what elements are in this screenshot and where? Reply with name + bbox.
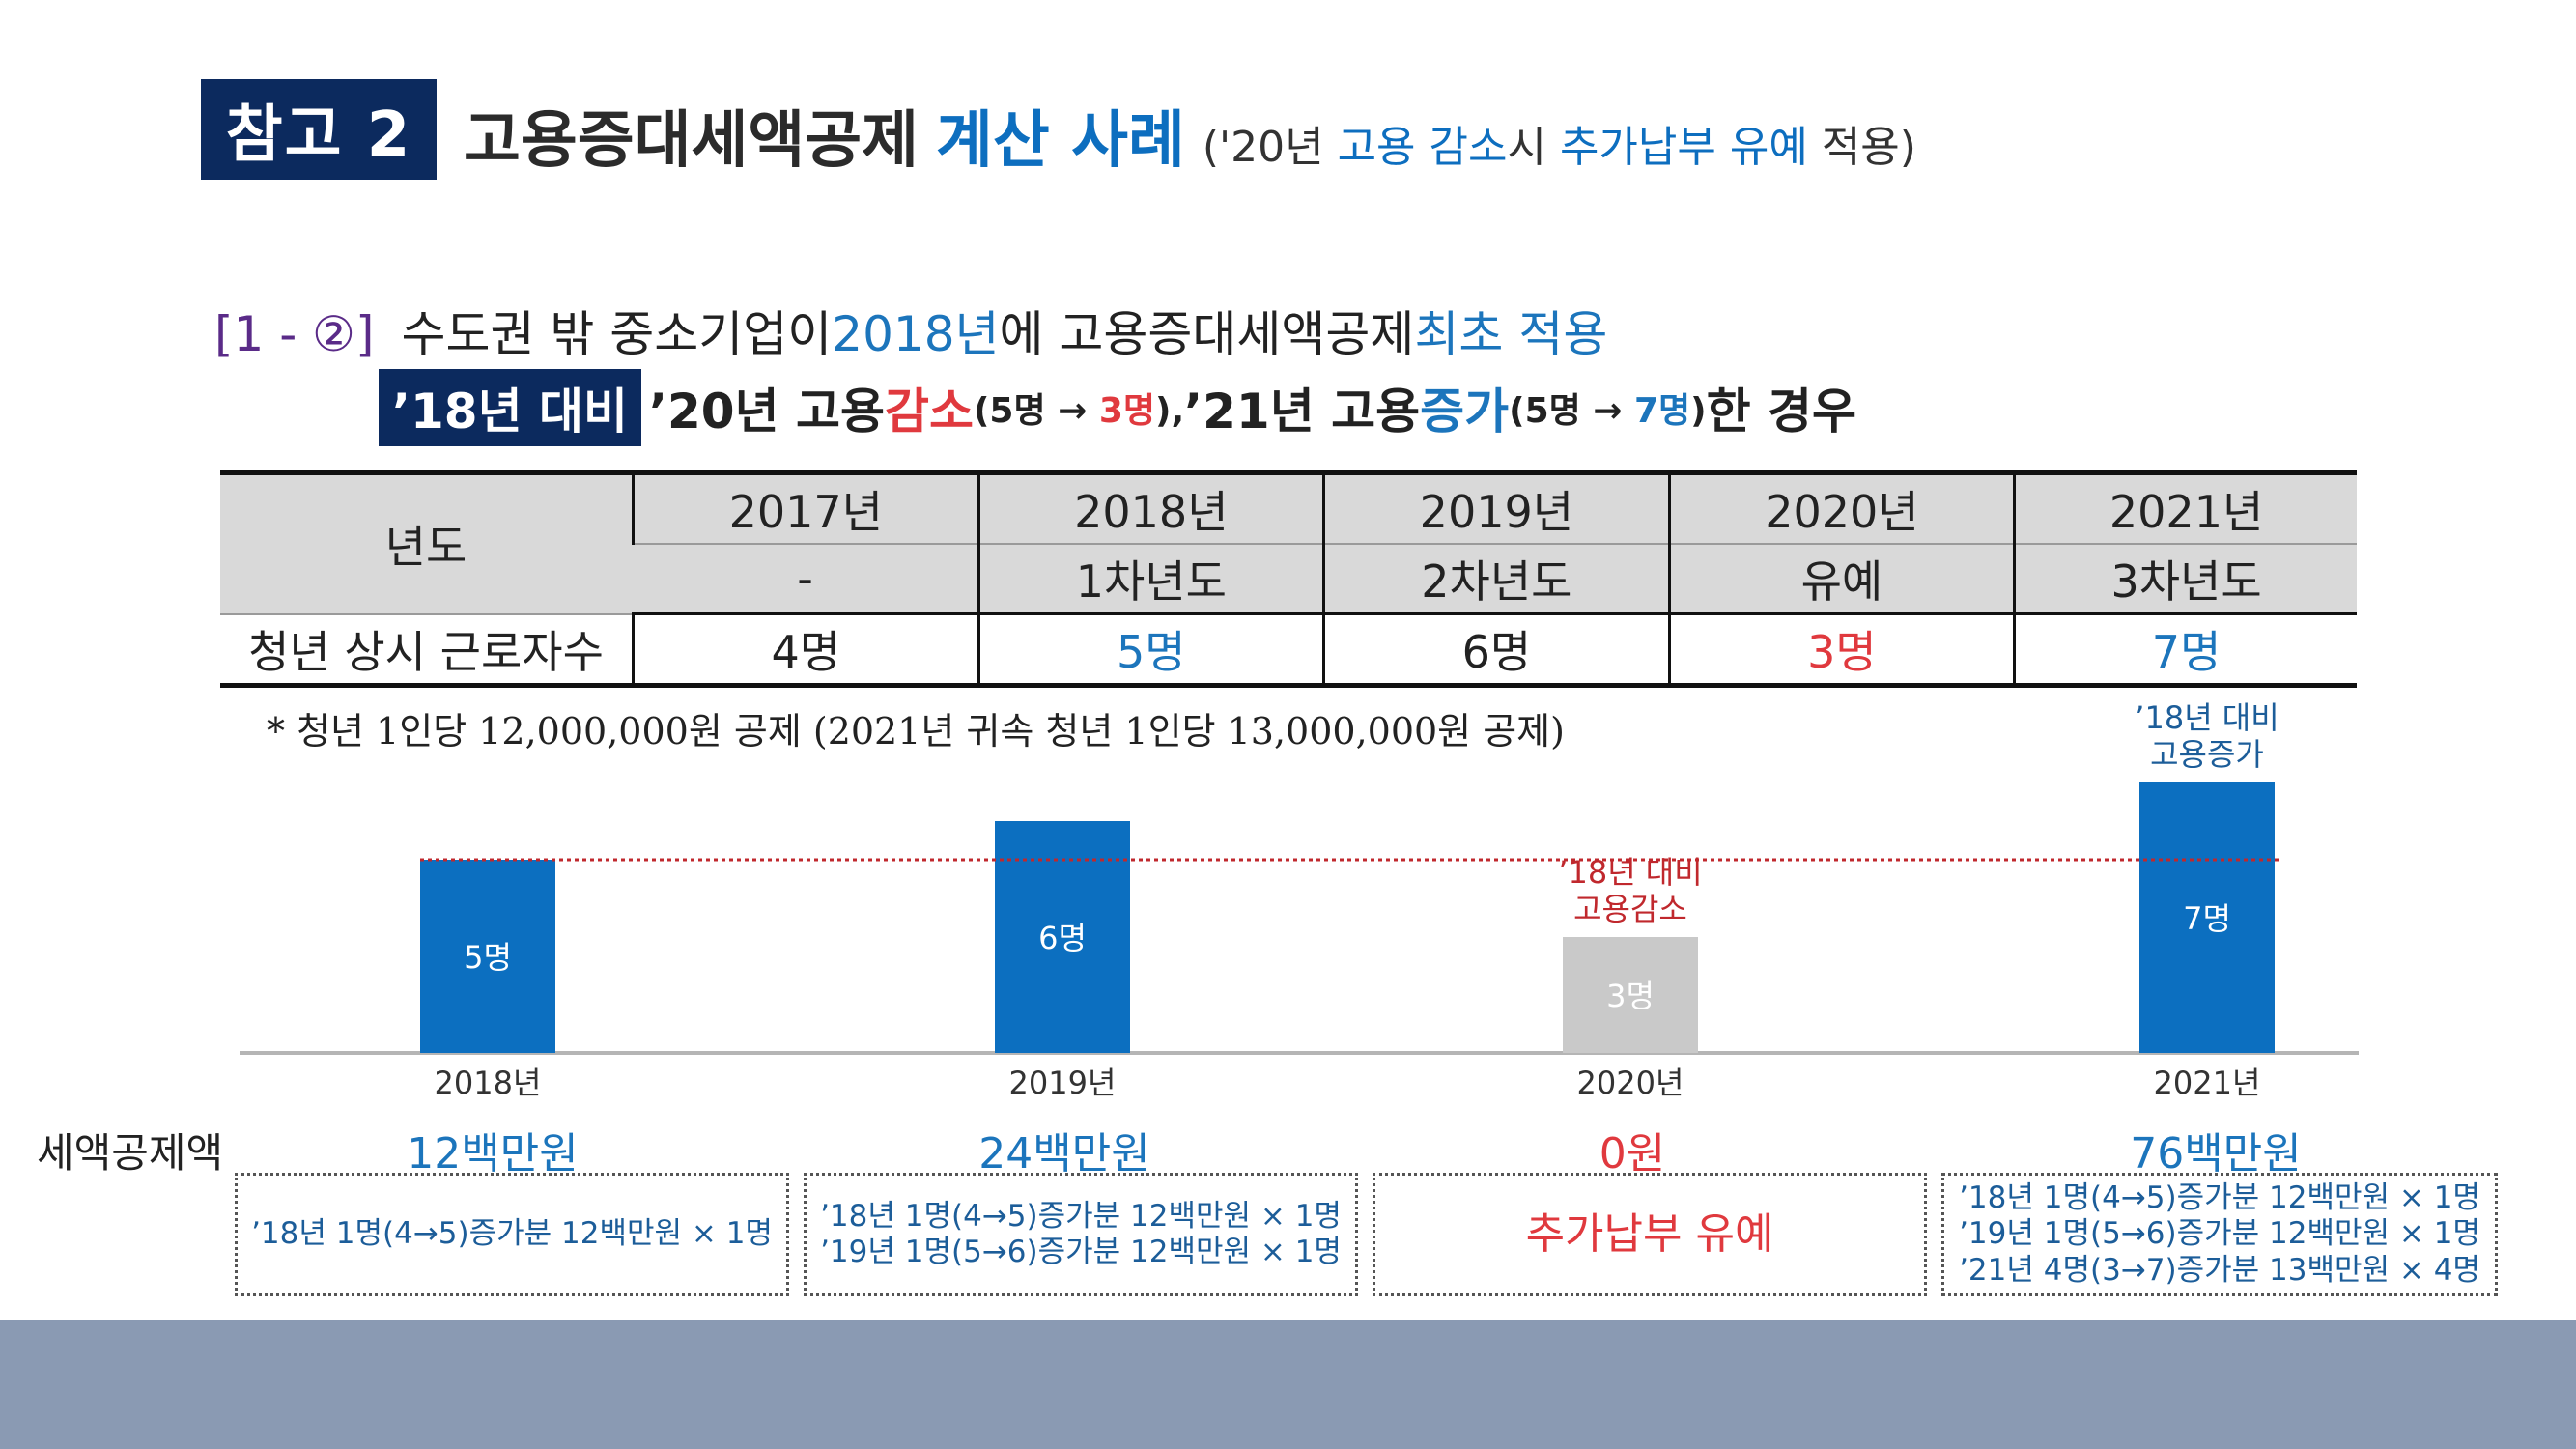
tax-credit-amount: 0원	[1599, 1129, 1666, 1179]
table-stage-cell: 유예	[1667, 544, 2015, 615]
inc-detail-c: )	[1690, 391, 1707, 431]
tax-credit-detail-line: ’18년 1명(4→5)증가분 12백만원 × 1명	[251, 1216, 773, 1252]
case-text-2: 에 고용증대세액공제	[999, 306, 1415, 362]
condition-decrease-detail: (5명 → 3명),	[974, 383, 1184, 433]
tax-credit-detail-line: ’18년 1명(4→5)증가분 12백만원 × 1명	[1959, 1180, 2480, 1216]
table-worker-cell: 4명	[632, 613, 979, 686]
condition-text-1: ’20년 고용	[648, 384, 885, 440]
chart-bar-label: 6명	[1038, 920, 1087, 956]
tax-credit-amount: 12백만원	[407, 1129, 579, 1179]
chart-category-label: 2020년	[1577, 1065, 1684, 1101]
case-year: 2018년	[832, 306, 1000, 362]
title-main: 고용증대세액공제	[464, 105, 920, 177]
tax-credit-amount: 24백만원	[978, 1129, 1150, 1179]
case-first-apply: 최초 적용	[1414, 306, 1608, 362]
table-row-years: 년도 2017년 2018년 2019년 2020년 2021년	[220, 472, 2357, 615]
table-stage-cell: 3차년도	[2013, 544, 2357, 615]
table-year-cell: 2021년	[2013, 472, 2357, 545]
table-worker-cell: 3명	[1667, 613, 2015, 686]
table-worker-cell: 7명	[2013, 613, 2357, 686]
title-sub-close: 적용)	[1807, 123, 1916, 172]
chart-bar	[2139, 782, 2275, 1053]
footnote: * 청년 1인당 12,000,000원 공제 (2021년 귀속 청년 1인당…	[267, 710, 1565, 753]
title-sub-deferral: 추가납부 유예	[1559, 123, 1808, 172]
table-year-cell: 2020년	[1667, 472, 2015, 545]
title-sub-mid: 시	[1507, 123, 1560, 172]
tax-credit-detail-box: ’18년 1명(4→5)증가분 12백만원 × 1명 ’19년 1명(5→6)증가…	[804, 1173, 1358, 1296]
title-subtitle: ('20년 고용 감소시 추가납부 유예 적용)	[1203, 112, 1916, 174]
title-highlight: 계산 사례	[936, 105, 1185, 177]
tax-credit-detail-line: ’19년 1명(5→6)증가분 12백만원 × 1명	[1959, 1216, 2480, 1252]
condition-increase: 증가	[1420, 384, 1510, 440]
condition-increase-detail: (5명 → 7명)	[1509, 383, 1706, 433]
condition-text-2: ’21년 고용	[1184, 384, 1421, 440]
inc-detail-b: 7명	[1633, 391, 1691, 431]
tax-credit-detail-line: ’21년 4명(3→7)증가분 13백만원 × 4명	[1959, 1252, 2480, 1288]
chart-annotation: ’18년 대비	[1558, 854, 1702, 891]
table-worker-cell: 6명	[1322, 613, 1670, 686]
tax-credit-detail-line: 추가납부 유예	[1525, 1208, 1774, 1259]
table-stage-cell: -	[633, 544, 979, 615]
table-row-workers: 청년 상시 근로자수 4명 5명 6명 3명 7명	[220, 613, 2357, 686]
tax-credit-detail-line: ’18년 1명(4→5)증가분 12백만원 × 1명	[820, 1198, 1342, 1234]
inc-detail-a: (5명 →	[1509, 391, 1634, 431]
table-year-cell: 2017년	[632, 472, 979, 545]
condition-text-3: 한 경우	[1706, 384, 1857, 440]
page-title: 고용증대세액공제 계산 사례 ('20년 고용 감소시 추가납부 유예 적용)	[464, 91, 1916, 178]
chart-category-label: 2018년	[435, 1065, 542, 1101]
case-text-1: 수도권 밖 중소기업이	[401, 306, 833, 362]
chart-bar	[1563, 937, 1698, 1053]
tax-credit-detail-line: ’19년 1명(5→6)증가분 12백만원 × 1명	[820, 1235, 1342, 1269]
dec-detail-c: ),	[1155, 391, 1185, 431]
dec-detail-b: 3명	[1098, 391, 1155, 431]
reference-badge: 참고 2	[201, 79, 437, 180]
table-row-stages: - 1차년도 2차년도 유예 3차년도	[220, 544, 2357, 615]
chart-category-label: 2019년	[1009, 1065, 1117, 1101]
chart-annotation: 고용감소	[1573, 891, 1687, 927]
tax-credit-detail-box: 추가납부 유예	[1373, 1173, 1927, 1296]
table-year-cell: 2018년	[977, 472, 1324, 545]
chart-bar	[420, 860, 555, 1053]
footer-band	[0, 1320, 2576, 1449]
tax-credit-detail-box: ’18년 1명(4→5)증가분 12백만원 × 1명 ’19년 1명(5→6)증가…	[1941, 1173, 2498, 1296]
tax-credit-label: 세액공제액	[37, 1129, 224, 1177]
chart-annotation: ’18년 대비	[2135, 699, 2279, 736]
title-sub-open: ('20년	[1202, 123, 1338, 172]
chart-bar-label: 3명	[1606, 978, 1655, 1014]
table-stage-cell: 1차년도	[977, 544, 1324, 615]
dec-detail-a: (5명 →	[973, 391, 1099, 431]
chart-bar-label: 7명	[2183, 900, 2231, 937]
title-sub-decrease: 고용 감소	[1337, 123, 1508, 172]
condition-line: ’18년 대비 ’20년 고용 감소 (5명 → 3명), ’21년 고용 증가(…	[379, 369, 1856, 446]
employment-table: 년도 2017년 2018년 2019년 2020년 2021년 - 1차년도 …	[220, 470, 2357, 688]
table-year-cell: 2019년	[1322, 472, 1670, 545]
tax-credit-amount: 76백만원	[2130, 1129, 2302, 1179]
table-stage-cell: 2차년도	[1322, 544, 1670, 615]
table-worker-cell: 5명	[977, 613, 1324, 686]
tax-credit-detail-box: ’18년 1명(4→5)증가분 12백만원 × 1명	[235, 1173, 789, 1296]
condition-decrease: 감소	[884, 384, 974, 440]
chart-bar-label: 5명	[464, 939, 512, 976]
chart-annotation: 고용증가	[2150, 736, 2264, 773]
condition-badge: ’18년 대비	[379, 369, 641, 446]
case-description: [1 - ②] 수도권 밖 중소기업이 2018년 에 고용증대세액공제 최초 적…	[214, 296, 1607, 365]
table-label-workers: 청년 상시 근로자수	[220, 613, 634, 686]
table-label-year: 년도	[220, 472, 634, 615]
chart-category-label: 2021년	[2154, 1065, 2261, 1101]
case-number: [1 - ②]	[214, 306, 375, 362]
